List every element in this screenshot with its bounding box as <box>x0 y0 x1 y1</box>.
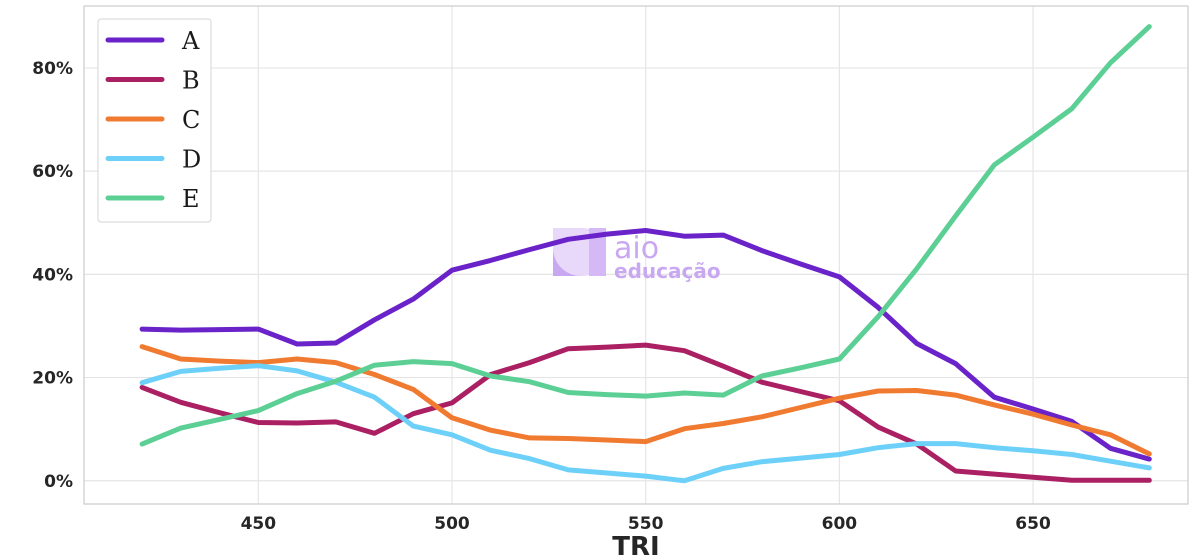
watermark-main-text: aio <box>614 231 659 266</box>
legend-item-a[interactable]: A <box>105 27 200 55</box>
legend-label: C <box>182 106 200 134</box>
legend-item-d[interactable]: D <box>105 146 201 174</box>
series-line-d <box>139 363 1152 484</box>
legend-label: D <box>182 146 201 174</box>
x-tick-label: 600 <box>822 514 858 534</box>
watermark-sub-text: educação <box>614 259 721 283</box>
legend-item-e[interactable]: E <box>105 185 200 213</box>
series-line-e <box>139 24 1152 447</box>
x-tick-label: 550 <box>628 514 664 534</box>
legend-label: A <box>181 27 200 55</box>
x-axis-title: TRI <box>612 532 659 560</box>
legend-item-b[interactable]: B <box>105 67 200 95</box>
plot-frame <box>83 5 1189 505</box>
x-tick-label: 500 <box>434 514 470 534</box>
legend-item-c[interactable]: C <box>105 106 200 134</box>
series-line-a <box>139 228 1152 462</box>
series-lines <box>139 24 1152 484</box>
legend-label: B <box>182 67 200 95</box>
legend-label: E <box>182 185 200 213</box>
series-line-c <box>139 344 1152 457</box>
x-tick-label: 650 <box>1015 514 1051 534</box>
y-axis-ticks: 0% 20% 40% 60% 80% <box>32 59 73 492</box>
x-axis-ticks: 450 500 550 600 650 <box>241 514 1051 534</box>
y-tick-label: 0% <box>44 472 73 492</box>
x-tick-label: 450 <box>241 514 277 534</box>
y-tick-label: 80% <box>32 59 73 79</box>
y-tick-label: 40% <box>32 265 73 285</box>
series-line-b <box>139 342 1152 483</box>
grid-lines <box>84 6 1188 504</box>
y-tick-label: 20% <box>32 369 73 389</box>
y-tick-label: 60% <box>32 162 73 182</box>
